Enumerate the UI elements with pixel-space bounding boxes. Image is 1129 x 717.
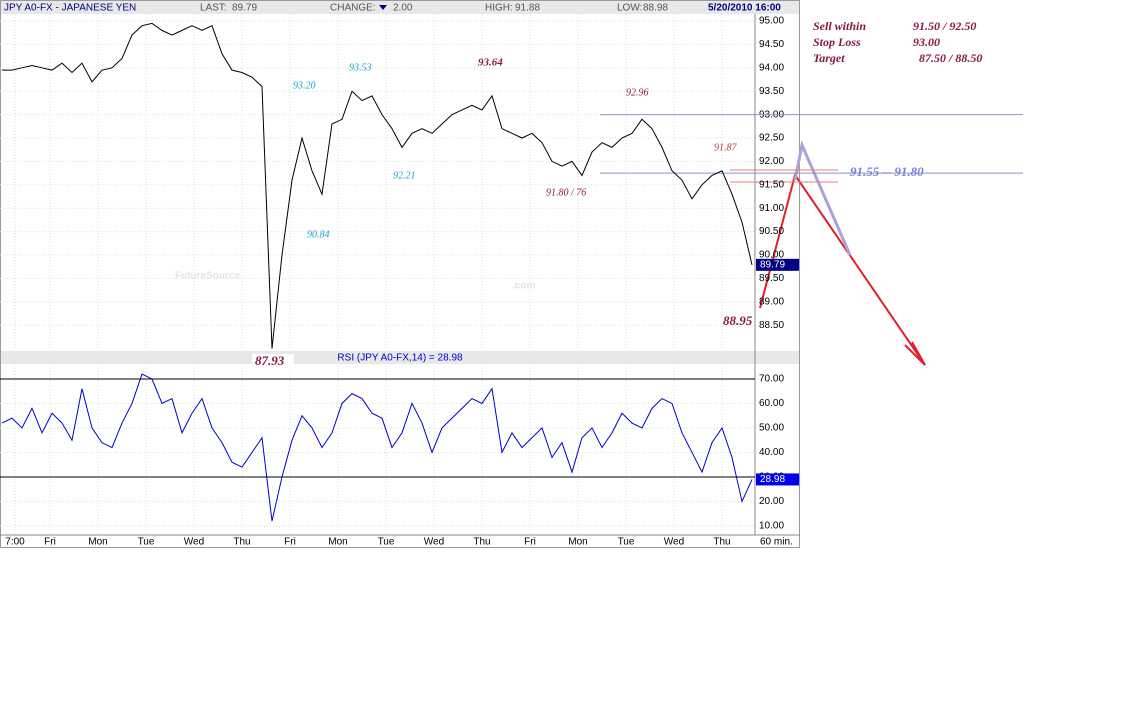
annotation: 91.80 / 76 bbox=[546, 187, 586, 198]
change-arrow bbox=[379, 5, 387, 10]
x-tick-label: Thu bbox=[233, 537, 250, 548]
x-tick-label: Fri bbox=[44, 537, 56, 548]
rsi-title: RSI (JPY A0-FX,14) = 28.98 bbox=[337, 353, 463, 364]
annotation: 88.95 bbox=[723, 313, 753, 328]
note-label: Target bbox=[813, 51, 845, 65]
low-value: 88.98 bbox=[643, 3, 668, 14]
y-tick-label: 60.00 bbox=[759, 398, 784, 409]
annotation: 93.20 bbox=[293, 80, 316, 91]
last-value: 89.79 bbox=[232, 3, 257, 14]
y-tick-label: 10.00 bbox=[759, 521, 784, 532]
x-tick-label: Mon bbox=[88, 537, 107, 548]
y-tick-label: 88.50 bbox=[759, 320, 784, 331]
y-tick-label: 89.50 bbox=[759, 273, 784, 284]
note-value: 87.50 / 88.50 bbox=[919, 51, 982, 65]
y-tick-label: 94.50 bbox=[759, 39, 784, 50]
chart-frame bbox=[0, 0, 800, 548]
high-value: 91.88 bbox=[515, 3, 540, 14]
x-tick-label: Tue bbox=[138, 537, 155, 548]
note-value: 93.00 bbox=[913, 35, 940, 49]
last-box-label: 89.79 bbox=[760, 259, 785, 270]
rsi-last-box bbox=[756, 473, 799, 486]
annotation: 93.64 bbox=[478, 57, 503, 69]
series-line bbox=[2, 22, 753, 349]
last-box bbox=[756, 258, 799, 271]
y-tick-label: 50.00 bbox=[759, 423, 784, 434]
rsi-last-box-label: 28.98 bbox=[760, 474, 785, 485]
y-tick-label: 94.00 bbox=[759, 62, 784, 73]
y-tick-label: 91.50 bbox=[759, 179, 784, 190]
x-tick-label: Mon bbox=[328, 537, 347, 548]
x-unit: 60 min. bbox=[760, 537, 793, 548]
x-tick-label: Fri bbox=[524, 537, 536, 548]
annotation: 93.53 bbox=[349, 62, 372, 73]
change-value: 2.00 bbox=[393, 3, 413, 14]
x-tick-label: Fri bbox=[284, 537, 296, 548]
watermark: FutureSource bbox=[175, 271, 240, 282]
last-label: LAST: bbox=[200, 3, 227, 14]
annotation-bg bbox=[252, 354, 294, 370]
y-tick-label: 91.00 bbox=[759, 203, 784, 214]
y-tick-label: 92.00 bbox=[759, 156, 784, 167]
note-label: Stop Loss bbox=[813, 35, 861, 49]
low-label: LOW: bbox=[617, 3, 642, 14]
high-label: HIGH: bbox=[485, 3, 513, 14]
y-tick-label: 90.00 bbox=[759, 250, 784, 261]
y-tick-label: 70.00 bbox=[759, 374, 784, 385]
x-tick-label: 7:00 bbox=[5, 537, 25, 548]
header-bar bbox=[1, 1, 799, 14]
projection-alt bbox=[793, 140, 852, 256]
note-label: Sell within bbox=[813, 19, 866, 33]
y-tick-label: 20.00 bbox=[759, 496, 784, 507]
annotation: 91.55 -- 91.80 bbox=[850, 164, 924, 179]
annotation: 90.84 bbox=[307, 229, 330, 240]
annotation: 92.21 bbox=[393, 170, 416, 181]
y-tick-label: 89.00 bbox=[759, 296, 784, 307]
x-tick-label: Tue bbox=[378, 537, 395, 548]
y-tick-label: 92.50 bbox=[759, 133, 784, 144]
y-tick-label: 90.50 bbox=[759, 226, 784, 237]
annotation: 92.96 bbox=[626, 87, 649, 98]
arrow-head bbox=[904, 341, 926, 366]
date: 5/20/2010 16:00 bbox=[708, 3, 781, 14]
x-tick-label: Wed bbox=[184, 537, 204, 548]
x-tick-label: Thu bbox=[473, 537, 490, 548]
x-tick-label: Thu bbox=[713, 537, 730, 548]
watermark-suffix: .com bbox=[512, 281, 535, 292]
series-line bbox=[1, 373, 753, 522]
rsi-header-bar bbox=[1, 351, 799, 364]
note-value: 91.50 / 92.50 bbox=[913, 19, 976, 33]
y-tick-label: 40.00 bbox=[759, 447, 784, 458]
chart-title: JPY A0-FX - JAPANESE YEN bbox=[4, 3, 136, 14]
y-tick-label: 95.00 bbox=[759, 16, 784, 27]
change-label: CHANGE: bbox=[330, 3, 376, 14]
annotation: 87.93 bbox=[255, 353, 285, 368]
x-tick-label: Mon bbox=[568, 537, 587, 548]
x-tick-label: Tue bbox=[618, 537, 635, 548]
x-tick-label: Wed bbox=[424, 537, 444, 548]
y-tick-label: 93.50 bbox=[759, 86, 784, 97]
x-tick-label: Wed bbox=[664, 537, 684, 548]
annotation: 91.87 bbox=[714, 142, 738, 153]
